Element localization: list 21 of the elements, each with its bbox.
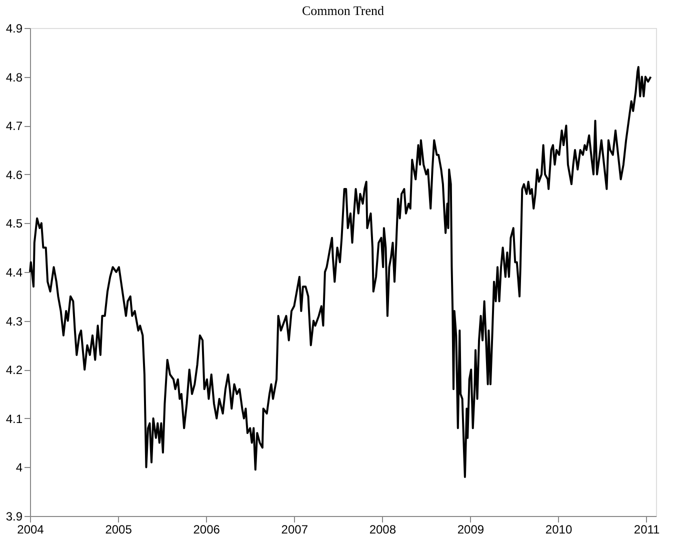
x-tick-label: 2007	[281, 522, 308, 536]
y-tick-label: 4.7	[6, 119, 23, 134]
y-tick-label: 4.5	[6, 216, 23, 231]
x-tick-label: 2009	[457, 522, 484, 536]
x-tick-label: 2010	[545, 522, 572, 536]
y-tick-label: 4	[16, 460, 23, 475]
y-tick-label: 4.6	[6, 168, 23, 182]
x-tick-label: 2004	[17, 522, 44, 536]
line-series	[29, 66, 652, 478]
y-tick-label: 4.3	[6, 314, 23, 328]
x-tick-label: 2005	[105, 522, 132, 536]
x-tick-label: 2011	[634, 522, 660, 536]
y-tick-label: 4.9	[6, 22, 23, 36]
x-tick-label: 2008	[369, 522, 396, 536]
y-tick-label: 4.2	[6, 363, 23, 378]
y-tick-label: 4.8	[6, 70, 23, 84]
chart-title: Common Trend	[302, 3, 384, 18]
y-tick-label: 4.4	[6, 266, 23, 280]
y-tick-label: 4.1	[6, 412, 23, 426]
y-tick-label: 3.9	[6, 510, 23, 524]
x-tick-label: 2006	[193, 522, 220, 536]
